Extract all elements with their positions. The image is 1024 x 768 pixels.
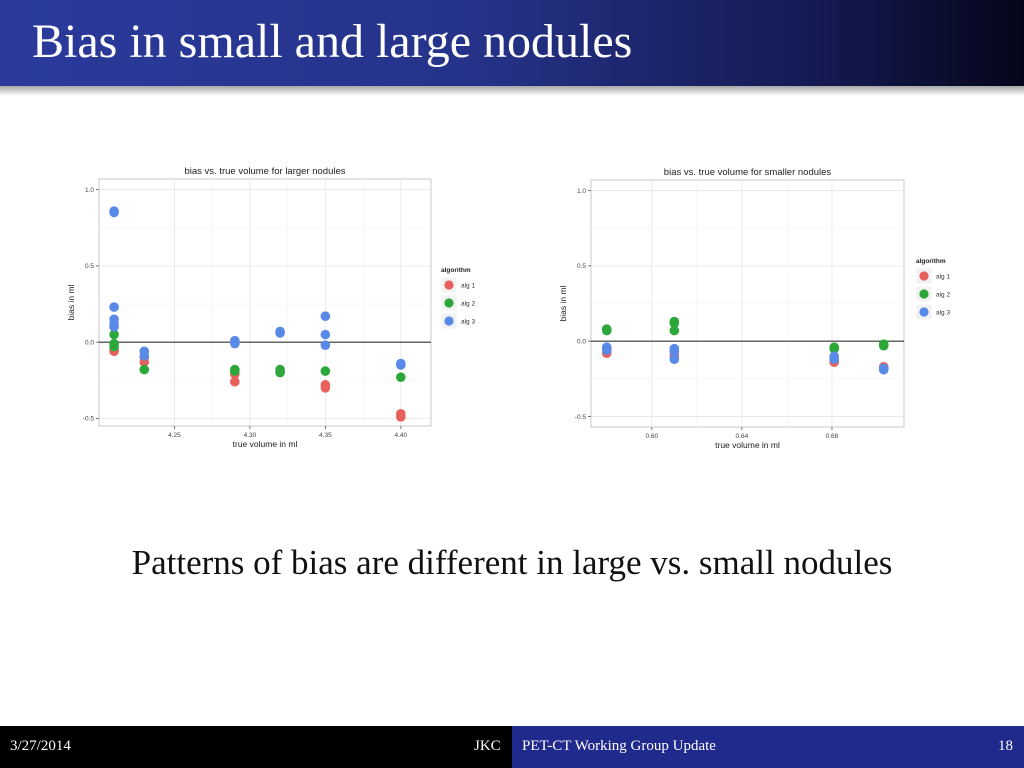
data-point-alg-3	[320, 340, 331, 350]
data-point-alg-1	[230, 376, 240, 387]
data-point-alg-3	[320, 329, 331, 340]
data-point-alg-2	[230, 366, 240, 376]
data-point-alg-2	[878, 340, 889, 351]
data-point-alg-3	[669, 346, 680, 357]
chart-smaller-nodules: bias vs. true volume for smaller nodules…	[558, 167, 950, 450]
footer-bar: 3/27/2014 JKC PET-CT Working Group Updat…	[0, 726, 1024, 768]
footer-right-panel	[512, 726, 1024, 768]
data-point-alg-3	[275, 328, 285, 338]
legend-label: alg 1	[936, 274, 950, 281]
legend-key-alg-3	[919, 307, 929, 317]
data-point-alg-2	[109, 329, 119, 340]
title-bar-shadow	[0, 86, 1024, 96]
data-point-alg-2	[275, 367, 285, 378]
x-tick-label: 4.40	[394, 432, 407, 439]
y-tick-label: 0.0	[85, 339, 94, 346]
data-point-alg-2	[109, 341, 119, 352]
y-axis-label: bias in ml	[66, 284, 76, 320]
y-axis-label: bias in ml	[558, 285, 568, 321]
footer-date: 3/27/2014	[10, 738, 71, 754]
data-point-alg-2	[396, 372, 406, 383]
x-tick-label: 0.64	[736, 433, 749, 440]
data-point-alg-3	[396, 360, 406, 370]
data-point-alg-3	[109, 207, 119, 218]
title-bar: Bias in small and large nodules	[0, 0, 1024, 86]
legend-label: alg 3	[461, 319, 475, 326]
legend-key-alg-2	[919, 289, 929, 299]
data-point-alg-2	[669, 318, 680, 328]
legend-label: alg 3	[936, 310, 950, 317]
data-point-alg-2	[139, 364, 150, 375]
chart-larger-nodules: bias vs. true volume for larger nodules 4…	[66, 166, 475, 449]
legend-title: algorithm	[916, 258, 946, 265]
data-point-alg-2	[669, 325, 680, 336]
data-point-alg-3	[230, 338, 240, 349]
y-tick-label: 0.5	[577, 263, 586, 270]
data-point-alg-2	[829, 343, 839, 354]
data-point-alg-3	[878, 364, 889, 375]
slide-caption: Patterns of bias are different in large …	[131, 543, 893, 582]
data-point-alg-2	[320, 366, 331, 376]
data-point-alg-2	[601, 325, 612, 336]
y-tick-label: -0.5	[83, 416, 95, 423]
data-point-alg-3	[320, 311, 331, 322]
chart-title: bias vs. true volume for smaller nodules	[664, 167, 832, 178]
legend-label: alg 2	[936, 292, 950, 299]
data-point-alg-3	[601, 345, 612, 355]
legend-title: algorithm	[441, 267, 471, 274]
x-axis-label: true volume in ml	[715, 440, 780, 450]
data-point-alg-3	[109, 302, 119, 312]
plot-panel	[98, 178, 432, 427]
y-tick-label: -0.5	[575, 414, 587, 421]
y-tick-label: 1.0	[577, 188, 586, 195]
footer-event: PET-CT Working Group Update	[522, 738, 716, 754]
x-tick-label: 0.68	[826, 433, 839, 440]
x-tick-label: 4.35	[319, 432, 332, 439]
legend-key-alg-1	[919, 271, 929, 281]
y-tick-label: 0.0	[577, 338, 586, 345]
y-tick-label: 1.0	[85, 187, 94, 194]
data-point-alg-3	[669, 354, 680, 365]
data-point-alg-3	[829, 354, 839, 365]
footer-author: JKC	[474, 738, 501, 754]
legend-label: alg 1	[461, 283, 475, 290]
x-tick-label: 4.30	[244, 432, 257, 439]
chart-title: bias vs. true volume for larger nodules	[184, 166, 345, 177]
x-tick-label: 4.25	[168, 432, 181, 439]
x-axis-label: true volume in ml	[233, 439, 298, 449]
y-tick-label: 0.5	[85, 263, 94, 270]
data-point-alg-1	[320, 383, 331, 393]
legend-key-alg-2	[444, 298, 454, 308]
data-point-alg-3	[139, 351, 150, 361]
footer-page-number: 18	[998, 738, 1013, 754]
legend-label: alg 2	[461, 301, 475, 308]
data-point-alg-1	[396, 412, 406, 422]
x-tick-label: 0.60	[645, 433, 658, 440]
slide-title: Bias in small and large nodules	[32, 15, 633, 68]
legend-key-alg-3	[444, 316, 454, 326]
data-point-alg-3	[109, 322, 119, 332]
legend-key-alg-1	[444, 280, 454, 290]
